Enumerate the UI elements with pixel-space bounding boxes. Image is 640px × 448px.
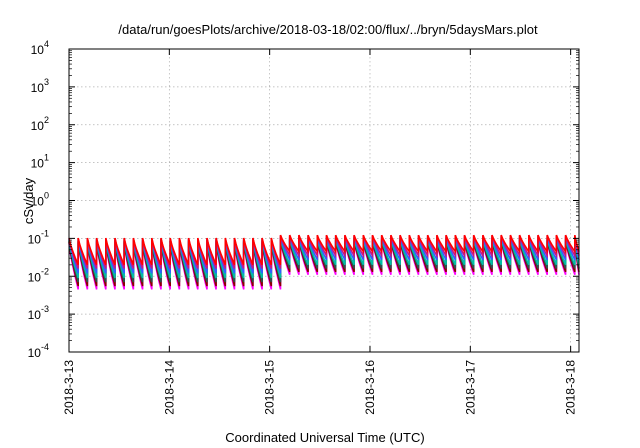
y-tick-exponent: -4: [41, 342, 49, 352]
y-tick-label: 102: [31, 115, 49, 133]
y-tick-exponent: 3: [44, 77, 49, 87]
y-tick-exponent: 0: [44, 191, 49, 201]
grid: [69, 49, 579, 352]
y-tick-exponent: -2: [41, 266, 49, 276]
x-tick-label: 2018-3-17: [463, 360, 477, 415]
series-line-7: [68, 234, 580, 266]
x-axis: 2018-3-13 2018-3-14 2018-3-15 2018-3-16 2018…: [62, 49, 578, 415]
y-tick-label: 101: [31, 153, 49, 171]
y-tick-label: 10-2: [28, 266, 49, 284]
y-tick-label: 103: [31, 77, 49, 95]
y-tick-exponent: 4: [44, 39, 49, 49]
series-group: [68, 234, 580, 290]
x-tick-label: 2018-3-15: [263, 360, 277, 415]
x-tick-label: 2018-3-13: [62, 360, 76, 415]
x-tick-label: 2018-3-14: [162, 360, 176, 415]
y-axis-label: cSv/day: [21, 177, 36, 224]
y-tick-exponent: 2: [44, 115, 49, 125]
series-line-4: [68, 238, 580, 279]
y-tick-exponent: -1: [41, 228, 49, 238]
y-tick-exponent: -3: [41, 304, 49, 314]
x-axis-label: Coordinated Universal Time (UTC): [225, 430, 424, 445]
y-tick-label: 10-4: [28, 342, 49, 360]
x-tick-label: 2018-3-18: [564, 360, 578, 415]
y-tick-label: 10-3: [28, 304, 49, 322]
y-tick-exponent: 1: [44, 153, 49, 163]
y-tick-label: 10-1: [28, 228, 49, 246]
y-tick-label: 104: [31, 39, 49, 57]
x-tick-label: 2018-3-16: [363, 360, 377, 415]
chart-title: /data/run/goesPlots/archive/2018-03-18/0…: [118, 22, 538, 37]
